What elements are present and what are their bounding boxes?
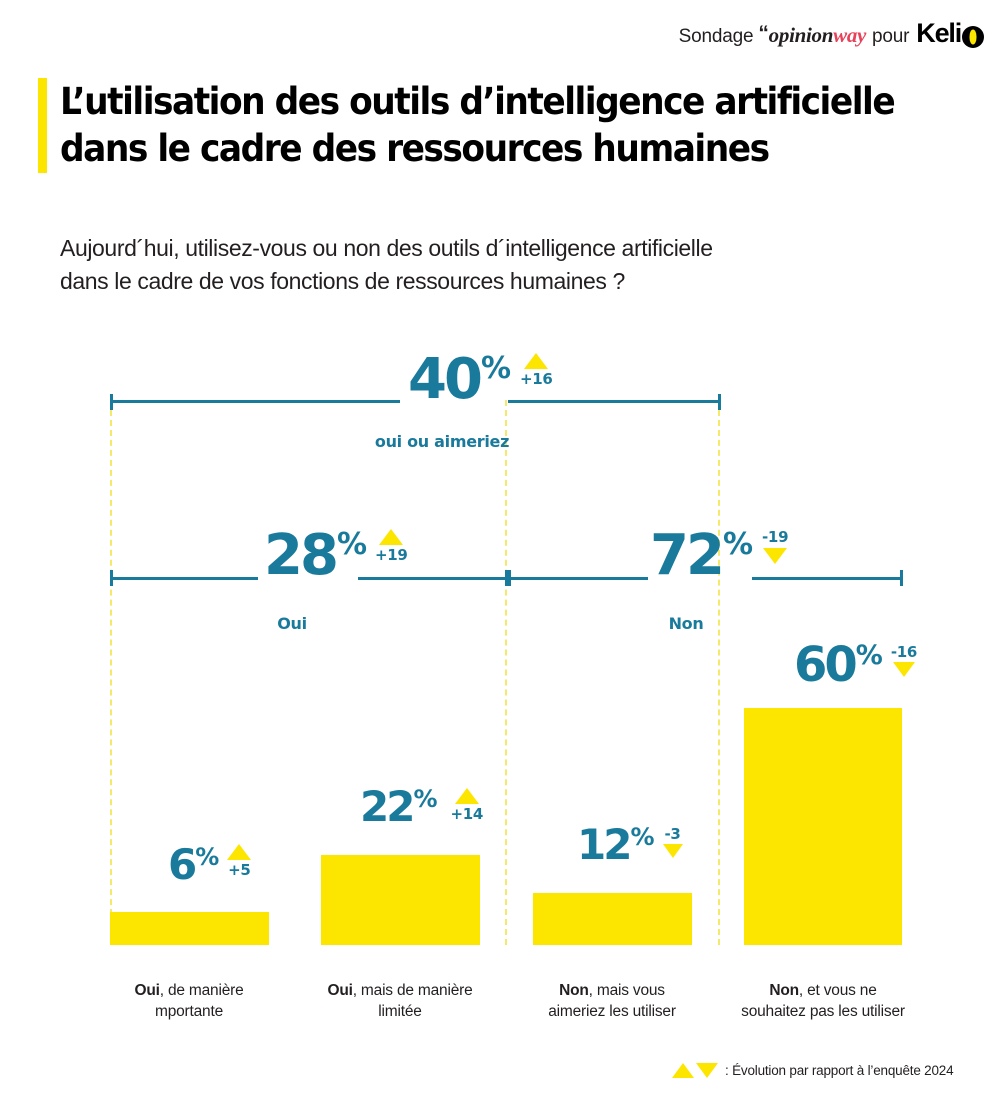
bracket-value-40: 40: [408, 347, 483, 412]
triangle-up-icon: [454, 788, 479, 804]
kelio-logo-text: Keli: [916, 18, 962, 48]
bracket-label-28: Oui: [277, 614, 307, 633]
triangle-down-icon: [763, 548, 788, 564]
kelio-logo: Keli: [916, 18, 984, 49]
category-label-2: Oui, mais de manière limitée: [285, 960, 515, 1023]
bracket-value-72: 72: [650, 523, 725, 588]
bar-value-60: 60: [794, 637, 858, 693]
credit-connector: pour: [872, 26, 910, 47]
bracket-line-72-b: [752, 577, 902, 580]
category-label-3-rest: , mais vous aimeriez les utiliser: [548, 981, 676, 1020]
triangle-down-icon: [662, 844, 683, 858]
bracket-delta-40: +16: [520, 353, 553, 387]
kelio-logo-o-icon: [962, 25, 984, 48]
bracket-line-40-a: [110, 400, 400, 403]
bar-delta-12-value: -3: [664, 825, 681, 843]
survey-question: Aujourd´hui, utilisez-vous ou non des ou…: [60, 235, 713, 294]
bracket-value-28: 28: [264, 523, 339, 588]
bracket-tick-28-right: [505, 570, 508, 586]
category-label-2-bold: Oui: [327, 981, 353, 999]
bracket-label-40: oui ou aimeriez: [374, 432, 510, 451]
bar-delta-12: -3: [662, 825, 683, 858]
page-title: L’utilisation des outils d’intelligence …: [38, 78, 957, 173]
bar-value-6: 6: [168, 840, 197, 889]
bar-pct-22: %: [413, 785, 437, 813]
bar-stat-6: 6 % +5: [168, 840, 252, 889]
bracket-stat-40: 40 % +16: [408, 352, 553, 408]
bar-value-22: 22: [360, 782, 415, 831]
triangle-down-icon: [892, 662, 915, 677]
bar-delta-6-value: +5: [228, 861, 251, 879]
bracket-delta-72-value: -19: [762, 528, 789, 546]
guideline-center: [505, 400, 507, 945]
triangle-up-icon: [227, 844, 252, 860]
opinionway-logo-opinion: opinion: [768, 23, 834, 47]
bar-delta-6: +5: [227, 844, 252, 879]
title-accent-bar: [38, 78, 47, 173]
category-label-1-bold: Oui: [134, 981, 160, 999]
bracket-line-72-a: [508, 577, 648, 580]
guideline-right: [718, 400, 720, 945]
category-label-3: Non, mais vous aimeriez les utiliser: [497, 960, 727, 1023]
bracket-pct-28: %: [336, 527, 367, 562]
bar-non-pas: [744, 708, 902, 945]
opinionway-logo-way: way: [833, 23, 867, 47]
category-label-4: Non, et vous ne souhaitez pas les utilis…: [698, 960, 948, 1023]
category-label-1-rest: , de manière mportante: [155, 981, 244, 1020]
bar-value-12: 12: [577, 820, 632, 869]
category-label-3-bold: Non: [559, 981, 589, 999]
bar-pct-12: %: [630, 823, 654, 851]
bar-delta-22: +14: [450, 788, 484, 823]
bracket-delta-28-value: +19: [375, 546, 408, 564]
footnote-text: : Évolution par rapport à l’enquête 2024: [725, 1063, 954, 1078]
bracket-label-72: Non: [668, 614, 704, 633]
bar-non-aimeriez: [533, 893, 692, 945]
category-label-1: Oui, de manière mportante: [74, 960, 304, 1023]
triangle-up-icon: [672, 1063, 694, 1078]
bar-stat-12: 12 % -3: [577, 824, 683, 866]
category-label-4-bold: Non: [769, 981, 799, 999]
credit-prefix: Sondage: [678, 26, 754, 47]
bracket-delta-72: -19: [762, 528, 789, 564]
triangle-up-icon: [524, 353, 549, 369]
category-label-4-rest: , et vous ne souhaitez pas les utiliser: [741, 981, 905, 1020]
bracket-line-40-b: [508, 400, 720, 403]
bar-stat-22: 22 % +14: [360, 786, 483, 828]
quote-mark: “: [758, 22, 769, 45]
bar-oui-limitee: [321, 855, 480, 945]
bar-delta-60: -16: [891, 645, 917, 677]
bracket-delta-28: +19: [375, 529, 408, 563]
bracket-stat-28: 28 % +19: [264, 528, 408, 584]
chart-legend-footnote: : Évolution par rapport à l’enquête 2024: [672, 1063, 954, 1078]
bracket-pct-40: %: [480, 351, 511, 386]
bar-stat-60: 60 % -16: [794, 641, 917, 689]
bracket-stat-72: 72 % -19: [650, 523, 789, 588]
triangle-down-icon: [696, 1063, 718, 1078]
bar-pct-60: %: [855, 640, 883, 671]
bracket-line-28-a: [110, 577, 258, 580]
bracket-delta-40-value: +16: [520, 370, 553, 388]
bar-delta-22-value: +14: [450, 805, 484, 823]
bar-oui-importante: [110, 912, 269, 945]
bar-delta-60-value: -16: [890, 643, 918, 661]
bracket-pct-72: %: [722, 527, 753, 562]
guideline-left: [110, 400, 112, 945]
category-label-2-rest: , mais de manière limitée: [352, 981, 473, 1020]
survey-credit: Sondage “ opinion way pour Keli: [679, 18, 984, 49]
title-text: L’utilisation des outils d’intelligence …: [60, 80, 896, 171]
triangle-up-icon: [379, 529, 404, 545]
bracket-line-28-b: [358, 577, 506, 580]
bar-pct-6: %: [195, 843, 219, 871]
